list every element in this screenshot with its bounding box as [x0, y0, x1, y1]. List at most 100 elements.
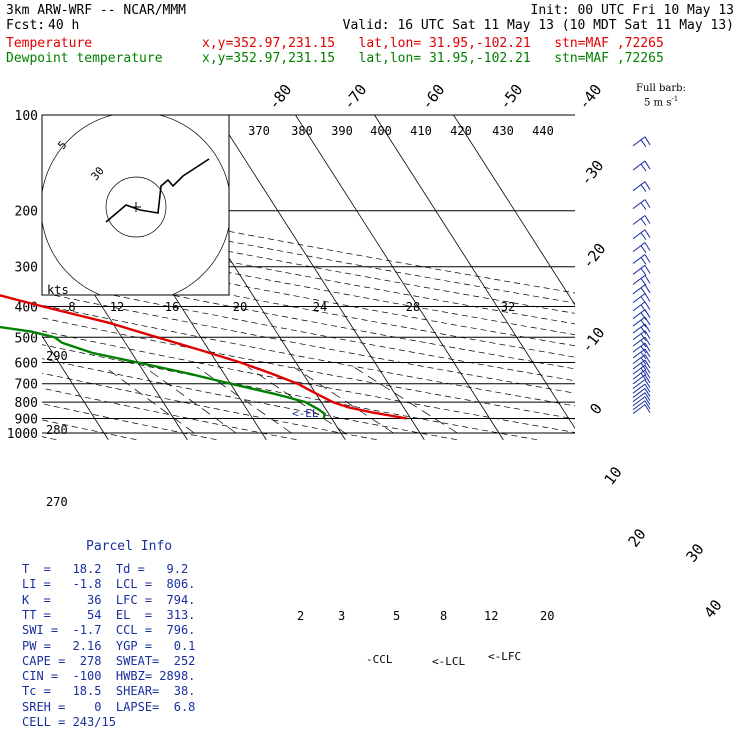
hodograph-speed-unit: kts — [47, 283, 69, 297]
isotherm-label: 40 — [700, 596, 725, 621]
theta-label: 280 — [46, 423, 68, 437]
wind-barb — [644, 364, 651, 374]
dry-adiabat — [42, 257, 575, 358]
dewpoint-trace — [0, 325, 326, 419]
wind-barb — [632, 342, 646, 353]
theta-e-label: 400 — [370, 124, 392, 138]
mixing-ratio-label: 8 — [440, 609, 447, 623]
isotherm-line — [374, 115, 575, 430]
dewpoint-location: x,y=352.97,231.15 lat,lon= 31.95,-102.21… — [202, 51, 664, 66]
wind-barb — [640, 218, 647, 226]
wind-barb — [644, 199, 651, 208]
isotherm-label: 30 — [682, 540, 707, 565]
parcel-info-title: Parcel Info — [86, 539, 173, 554]
mixing-ratio-line — [196, 366, 292, 434]
parcel-row: T = 18.2 Td = 9.2 — [22, 562, 189, 576]
wind-barb — [632, 336, 646, 347]
wind-barb — [632, 309, 646, 320]
dry-adiabat — [42, 403, 217, 441]
wind-barb — [632, 199, 646, 210]
hodograph-trace — [105, 158, 210, 223]
wind-barb — [632, 160, 646, 171]
isotherm-line — [453, 115, 575, 306]
wind-barb — [644, 348, 651, 358]
wind-barb — [644, 369, 651, 379]
wind-barb — [644, 301, 651, 311]
parcel-row: SWI = -1.7 CCL = 796. — [22, 623, 196, 638]
wind-speed-label: 8 — [68, 300, 75, 314]
wind-barb — [644, 359, 651, 369]
mixing-ratio-label: 5 — [393, 609, 400, 623]
wind-barb — [632, 330, 646, 341]
wind-barb — [644, 392, 651, 401]
theta-e-label: 410 — [410, 124, 432, 138]
wind-barb — [632, 275, 646, 285]
wind-barb — [632, 323, 646, 334]
wind-barb — [640, 319, 647, 328]
wind-barb — [632, 284, 646, 295]
parcel-row: CAPE = 278 SWEAT= 252 — [22, 653, 196, 668]
wind-barb — [640, 139, 647, 148]
valid-time: Valid: 16 UTC Sat 11 May 13 (10 MDT Sat … — [342, 18, 734, 33]
parcel-row: K = 36 LFC = 794. — [22, 592, 196, 607]
temperature-legend: Temperature — [6, 36, 93, 51]
barb-legend-unit-text: 5 m s — [644, 97, 672, 109]
theta-label: 290 — [46, 349, 68, 363]
mixing-ratio-label: 3 — [338, 609, 345, 623]
init-time: Init: 00 UTC Fri 10 May 13 — [530, 3, 735, 18]
pressure-tick-label: 500 — [15, 331, 38, 346]
level-marker-lfc: <-LFC — [488, 650, 521, 663]
theta-label: 270 — [46, 495, 68, 509]
mixing-ratio-line — [247, 366, 346, 434]
wind-barb — [632, 400, 646, 411]
parcel-row: TT = 54 EL = 313. — [22, 607, 196, 622]
wind-barb — [644, 254, 651, 263]
wind-barb — [632, 379, 646, 389]
wind-barb — [644, 284, 651, 294]
pressure-tick-label: 200 — [15, 205, 38, 220]
isotherm-label: 20 — [624, 525, 649, 550]
wind-barb — [644, 323, 651, 333]
theta-e-label: 420 — [450, 124, 472, 138]
dry-adiabat — [42, 330, 575, 433]
hodograph-ring — [105, 176, 167, 238]
pressure-tick-label: 900 — [15, 412, 38, 427]
wind-barb — [644, 215, 651, 224]
parcel-row: SREH = 0 LAPSE= 6.8 — [22, 699, 196, 714]
wind-barb — [644, 293, 651, 302]
wind-barb — [640, 184, 647, 192]
wind-barb — [632, 396, 646, 407]
dry-adiabat — [42, 292, 575, 394]
wind-barb — [644, 242, 651, 251]
theta-e-label: 430 — [492, 124, 514, 138]
forecast-label: Fcst: — [6, 18, 46, 33]
theta-e-label: 390 — [331, 124, 353, 138]
wind-barb — [644, 309, 651, 318]
pressure-tick-label: 1000 — [7, 427, 38, 442]
wind-barb — [644, 181, 651, 190]
wind-barb — [632, 316, 646, 327]
wind-barb — [644, 404, 651, 413]
model-title: 3km ARW-WRF -- NCAR/MMM — [6, 3, 187, 18]
wind-barb — [632, 293, 646, 304]
parcel-row: Tc = 18.5 SHEAR= 38. — [22, 684, 196, 699]
isotherm-label: -50 — [496, 81, 527, 113]
wind-barb — [644, 330, 651, 340]
mixing-ratio-line — [104, 366, 195, 434]
isotherm-label: -60 — [418, 81, 449, 113]
wind-barb — [632, 254, 646, 264]
barb-legend-unit: 5 m s-1 — [644, 94, 678, 108]
wind-barb — [640, 202, 647, 210]
mixing-ratio-line — [144, 366, 237, 434]
wind-barb — [644, 396, 651, 406]
isotherm-label: -80 — [265, 81, 296, 113]
temperature-trace — [0, 294, 407, 420]
wind-barb — [644, 388, 651, 397]
isotherm-line — [42, 335, 109, 440]
wind-barb — [632, 354, 646, 364]
isotherm-label: -10 — [578, 324, 609, 356]
wind-barb — [640, 232, 647, 241]
isotherm-label: -30 — [577, 157, 608, 189]
pressure-tick-label: 300 — [15, 261, 38, 276]
